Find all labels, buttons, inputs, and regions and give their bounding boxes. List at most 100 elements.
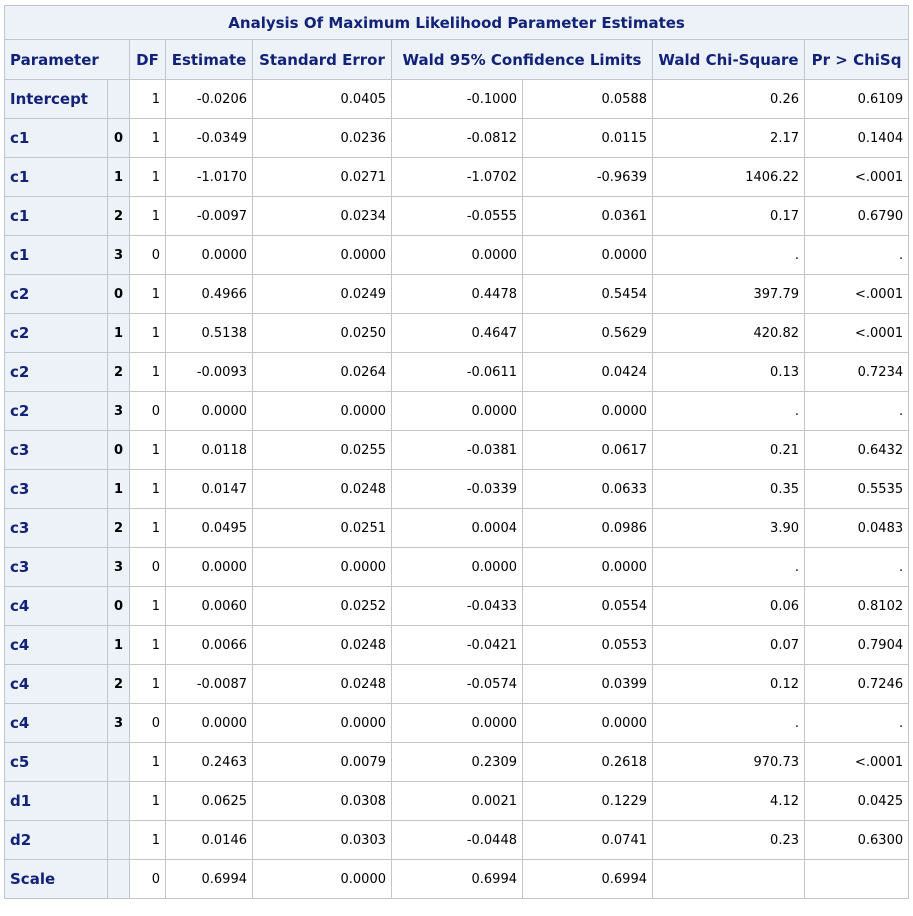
header-parameter: Parameter — [4, 39, 130, 80]
row-level — [107, 859, 130, 899]
row-df: 1 — [129, 157, 166, 197]
row-chi-square: 0.17 — [652, 196, 805, 236]
row-estimate: 0.0118 — [165, 430, 253, 470]
row-df: 1 — [129, 586, 166, 626]
row-estimate: -0.0097 — [165, 196, 253, 236]
header-wald-chi-square: Wald Chi-Square — [652, 39, 805, 80]
row-estimate: -0.0087 — [165, 664, 253, 704]
row-df: 1 — [129, 781, 166, 821]
row-p-value: 0.7904 — [803, 625, 910, 665]
row-standard-error: 0.0234 — [252, 196, 392, 236]
row-standard-error: 0.0236 — [252, 118, 392, 158]
row-level: 1 — [107, 157, 130, 197]
row-p-value: 0.0483 — [803, 508, 910, 548]
row-level: 1 — [107, 313, 130, 353]
row-chi-square: . — [652, 547, 805, 587]
parameter-estimates-table: Analysis Of Maximum Likelihood Parameter… — [3, 5, 910, 899]
header-wald-confidence-limits: Wald 95% Confidence Limits — [391, 39, 653, 80]
row-chi-square: . — [652, 235, 805, 275]
row-parameter: c1 — [4, 157, 108, 197]
row-parameter: c5 — [4, 742, 108, 782]
table-row: c3 1 1 0.0147 0.0248 -0.0339 0.0633 0.35 0.5535 — [4, 469, 910, 509]
row-level: 0 — [107, 586, 130, 626]
row-df: 1 — [129, 430, 166, 470]
row-estimate: 0.0000 — [165, 235, 253, 275]
row-level: 2 — [107, 508, 130, 548]
row-standard-error: 0.0271 — [252, 157, 392, 197]
row-lower-limit: -0.0574 — [391, 664, 523, 704]
row-parameter: c1 — [4, 235, 108, 275]
row-standard-error: 0.0249 — [252, 274, 392, 314]
row-standard-error: 0.0000 — [252, 859, 392, 899]
row-chi-square: 4.12 — [652, 781, 805, 821]
row-upper-limit: -0.9639 — [522, 157, 653, 197]
row-chi-square: 0.13 — [652, 352, 805, 392]
row-df: 1 — [129, 820, 166, 860]
table-row: c2 2 1 -0.0093 0.0264 -0.0611 0.0424 0.13 0.7234 — [4, 352, 910, 392]
row-df: 1 — [129, 313, 166, 353]
table-row: c2 0 1 0.4966 0.0249 0.4478 0.5454 397.79 <.0001 — [4, 274, 910, 314]
row-level: 1 — [107, 625, 130, 665]
results-table-container: Analysis Of Maximum Likelihood Parameter… — [3, 5, 910, 899]
row-level: 2 — [107, 352, 130, 392]
row-lower-limit: -0.0339 — [391, 469, 523, 509]
row-estimate: 0.6994 — [165, 859, 253, 899]
row-chi-square: 0.26 — [652, 79, 805, 119]
row-lower-limit: -0.0433 — [391, 586, 523, 626]
row-p-value: 0.5535 — [803, 469, 910, 509]
table-row: c1 2 1 -0.0097 0.0234 -0.0555 0.0361 0.17 0.6790 — [4, 196, 910, 236]
table-row: c1 1 1 -1.0170 0.0271 -1.0702 -0.9639 1406.22 <.… — [4, 157, 910, 197]
row-standard-error: 0.0405 — [252, 79, 392, 119]
row-parameter: c2 — [4, 313, 108, 353]
row-lower-limit: -0.0448 — [391, 820, 523, 860]
row-upper-limit: 0.0986 — [522, 508, 653, 548]
row-upper-limit: 0.2618 — [522, 742, 653, 782]
row-df: 1 — [129, 664, 166, 704]
table-row: c3 2 1 0.0495 0.0251 0.0004 0.0986 3.90 0.0483 — [4, 508, 910, 548]
row-level — [107, 79, 130, 119]
row-chi-square: 3.90 — [652, 508, 805, 548]
row-parameter: c2 — [4, 391, 108, 431]
row-upper-limit: 0.0741 — [522, 820, 653, 860]
row-df: 1 — [129, 79, 166, 119]
row-lower-limit: -0.0611 — [391, 352, 523, 392]
row-upper-limit: 0.0000 — [522, 547, 653, 587]
row-p-value: . — [803, 703, 910, 743]
row-standard-error: 0.0248 — [252, 469, 392, 509]
row-lower-limit: 0.4478 — [391, 274, 523, 314]
row-lower-limit: 0.0000 — [391, 547, 523, 587]
row-p-value: 0.6790 — [803, 196, 910, 236]
row-standard-error: 0.0251 — [252, 508, 392, 548]
row-estimate: 0.0495 — [165, 508, 253, 548]
table-row: c3 3 0 0.0000 0.0000 0.0000 0.0000.. — [4, 547, 910, 587]
table-row: Scale 0 0.6994 0.0000 0.6994 0.6994 — [4, 859, 910, 899]
row-level — [107, 742, 130, 782]
row-estimate: -0.0349 — [165, 118, 253, 158]
header-standard-error: Standard Error — [252, 39, 392, 80]
row-estimate: 0.5138 — [165, 313, 253, 353]
row-chi-square: 2.17 — [652, 118, 805, 158]
row-p-value: . — [803, 391, 910, 431]
row-estimate: 0.0066 — [165, 625, 253, 665]
row-upper-limit: 0.0000 — [522, 391, 653, 431]
row-level: 1 — [107, 469, 130, 509]
row-chi-square: 0.35 — [652, 469, 805, 509]
table-row: c1 3 0 0.0000 0.0000 0.0000 0.0000.. — [4, 235, 910, 275]
row-level: 0 — [107, 274, 130, 314]
row-chi-square: 397.79 — [652, 274, 805, 314]
row-standard-error: 0.0252 — [252, 586, 392, 626]
row-lower-limit: 0.0000 — [391, 703, 523, 743]
table-row: c4 3 0 0.0000 0.0000 0.0000 0.0000.. — [4, 703, 910, 743]
row-estimate: 0.0000 — [165, 547, 253, 587]
row-p-value: 0.8102 — [803, 586, 910, 626]
row-upper-limit: 0.5454 — [522, 274, 653, 314]
row-df: 1 — [129, 625, 166, 665]
row-standard-error: 0.0264 — [252, 352, 392, 392]
row-standard-error: 0.0255 — [252, 430, 392, 470]
row-level — [107, 781, 130, 821]
row-level: 3 — [107, 235, 130, 275]
row-upper-limit: 0.5629 — [522, 313, 653, 353]
row-standard-error: 0.0248 — [252, 664, 392, 704]
row-parameter: c1 — [4, 196, 108, 236]
header-df: DF — [129, 39, 166, 80]
